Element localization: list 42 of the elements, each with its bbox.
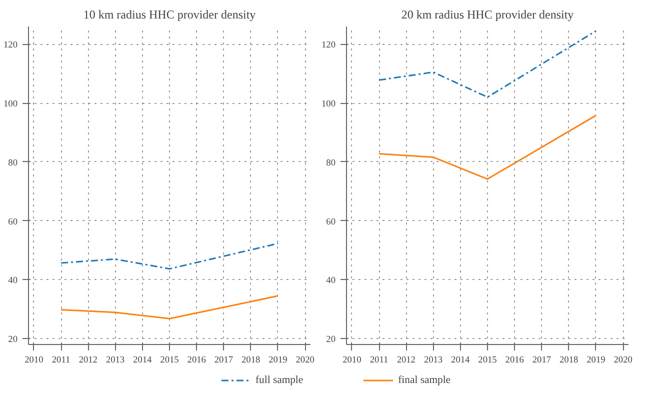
y-tick-label: 60 (8, 217, 18, 228)
y-tick-label: 100 (4, 100, 18, 110)
x-tick-label: 2017 (532, 356, 552, 366)
y-tick-label: 40 (8, 276, 18, 286)
chart-title: 20 km radius HHC provider density (401, 8, 574, 22)
x-tick-label: 2014 (451, 356, 470, 366)
x-tick-label: 2011 (370, 356, 389, 366)
x-tick-label: 2016 (187, 356, 206, 366)
x-tick-label: 2013 (106, 356, 125, 366)
y-tick-label: 40 (326, 276, 336, 286)
x-tick-label: 2011 (52, 356, 71, 366)
line-series (378, 30, 597, 98)
x-tick-label: 2013 (424, 356, 443, 366)
x-tick-label: 2019 (586, 356, 606, 366)
x-tick-label: 2020 (614, 356, 633, 366)
x-tick-label: 2017 (214, 356, 234, 366)
y-tick-label: 20 (326, 335, 336, 346)
x-tick-label: 2016 (505, 356, 524, 366)
y-tick-label: 100 (322, 100, 336, 110)
x-tick-label: 2012 (396, 356, 416, 366)
x-tick-label: 2018 (560, 356, 579, 366)
chart-title: 10 km radius HHC provider density (83, 8, 256, 22)
y-tick-label: 120 (4, 40, 18, 51)
x-tick-label: 2015 (478, 356, 498, 366)
line-series (60, 295, 279, 320)
y-tick-label: 120 (322, 40, 336, 51)
x-tick-label: 2018 (242, 356, 261, 366)
x-tick-label: 2014 (133, 356, 152, 366)
legend-label: full sample (255, 374, 304, 386)
x-tick-label: 2010 (342, 356, 362, 366)
legend-label: final sample (398, 374, 451, 386)
x-tick-label: 2019 (268, 356, 288, 366)
line-series (60, 242, 279, 270)
line-series (378, 114, 597, 180)
x-tick-label: 2010 (24, 356, 44, 366)
x-tick-label: 2012 (78, 356, 98, 366)
y-tick-label: 20 (8, 335, 18, 346)
x-tick-label: 2015 (160, 356, 180, 366)
y-tick-label: 80 (8, 158, 18, 168)
x-tick-label: 2020 (296, 356, 315, 366)
y-tick-label: 60 (326, 217, 336, 228)
y-tick-label: 80 (326, 158, 336, 168)
